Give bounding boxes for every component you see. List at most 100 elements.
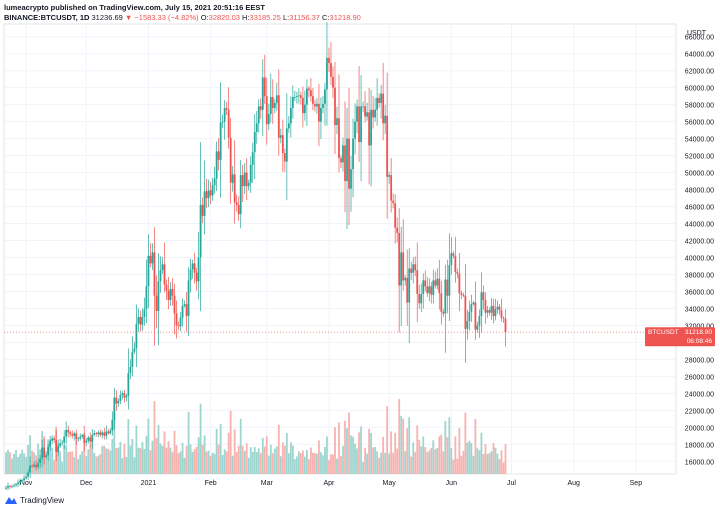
- volume-bar: [468, 440, 471, 474]
- volume-bar: [360, 426, 362, 474]
- volume-bar: [263, 446, 266, 474]
- candle-body: [67, 429, 70, 433]
- candle-body: [165, 284, 168, 291]
- candle-body: [504, 318, 507, 333]
- candle-body: [159, 270, 162, 282]
- candle-body: [17, 482, 19, 485]
- volume-bar: [372, 447, 374, 474]
- volume-bar: [426, 452, 429, 474]
- candle-body: [502, 317, 505, 319]
- candle-body: [93, 433, 96, 435]
- volume-bar: [442, 451, 445, 474]
- tradingview-footer[interactable]: TradingView: [4, 495, 64, 505]
- volume-bar: [9, 452, 11, 474]
- candle-body: [27, 472, 29, 477]
- volume-bar: [199, 403, 202, 474]
- volume-bar: [69, 451, 72, 474]
- volume-bar: [243, 450, 246, 474]
- volume-bar: [161, 445, 164, 474]
- candle-body: [239, 175, 242, 215]
- candle-body: [348, 138, 350, 189]
- volume-bar: [147, 418, 150, 474]
- candle-body: [81, 434, 84, 437]
- candle-body: [308, 88, 310, 91]
- volume-bar: [396, 448, 399, 474]
- candle-body: [69, 432, 72, 435]
- candle-body: [450, 253, 453, 266]
- volume-bar: [462, 450, 465, 474]
- volume-bar: [149, 450, 152, 474]
- volume-bar: [291, 445, 294, 474]
- volume-bar: [133, 457, 136, 474]
- candle-body: [360, 106, 362, 143]
- volume-bar: [27, 444, 29, 474]
- candle-body: [414, 264, 417, 271]
- volume-bar: [482, 454, 485, 474]
- volume-bar: [21, 449, 23, 474]
- candle-body: [11, 486, 13, 488]
- candle-body: [440, 293, 443, 312]
- y-tick-label: 26000.00: [685, 374, 714, 381]
- volume-bar: [324, 446, 326, 474]
- candle-body: [492, 305, 495, 317]
- volume-bar: [165, 447, 168, 474]
- candle-body: [408, 268, 411, 303]
- volume-bar: [209, 455, 212, 474]
- candle-body: [484, 299, 487, 313]
- volume-bar: [105, 448, 108, 474]
- volume-bar: [430, 447, 433, 474]
- plot-area: [3, 23, 677, 475]
- volume-bar: [376, 451, 379, 474]
- candle-body: [265, 96, 268, 125]
- candle-body: [237, 204, 240, 215]
- volume-bar: [163, 431, 166, 474]
- volume-bar: [350, 435, 352, 474]
- volume-bar: [193, 449, 196, 474]
- candle-body: [332, 76, 334, 88]
- candle-body: [227, 109, 230, 138]
- volume-bar: [454, 436, 457, 474]
- candle-body: [65, 429, 68, 437]
- volume-bar: [322, 455, 324, 474]
- candle-body: [91, 434, 94, 442]
- candle-body: [139, 316, 142, 325]
- candle-body: [271, 97, 274, 109]
- candle-body: [99, 432, 102, 435]
- candle-body: [41, 447, 44, 459]
- price-tag-symbol: BTCUSDT: [648, 329, 679, 336]
- candle-body: [322, 103, 324, 109]
- candle-body: [225, 108, 228, 110]
- candle-body: [374, 109, 377, 118]
- y-tick-label: 54000.00: [685, 137, 714, 144]
- candle-body: [366, 112, 368, 117]
- high-value: 33185.25: [249, 13, 281, 22]
- candle-body: [89, 437, 92, 442]
- volume-bar: [179, 451, 182, 474]
- candle-body: [137, 316, 140, 324]
- volume-bar: [364, 447, 366, 474]
- candle-body: [43, 447, 46, 458]
- open-value: 32820.03: [208, 13, 240, 22]
- candle-body: [498, 306, 501, 311]
- candle-body: [362, 106, 364, 108]
- volume-bar: [410, 456, 413, 474]
- volume-bar: [424, 447, 427, 474]
- candle-body: [61, 442, 64, 444]
- candle-body: [129, 367, 132, 373]
- candle-body: [55, 440, 58, 452]
- candle-body: [213, 178, 216, 186]
- volume-bar: [103, 445, 106, 474]
- volume-bar: [484, 443, 487, 474]
- candle-body: [279, 135, 282, 138]
- candle-body: [241, 175, 244, 187]
- volume-bar: [203, 435, 206, 474]
- candle-body: [334, 87, 336, 126]
- candle-body: [442, 311, 445, 314]
- candle-body: [478, 316, 481, 326]
- candle-body: [398, 232, 401, 286]
- volume-bar: [320, 452, 322, 474]
- volume-bar: [382, 436, 385, 474]
- volume-bar: [492, 443, 495, 474]
- volume-bar: [438, 436, 441, 474]
